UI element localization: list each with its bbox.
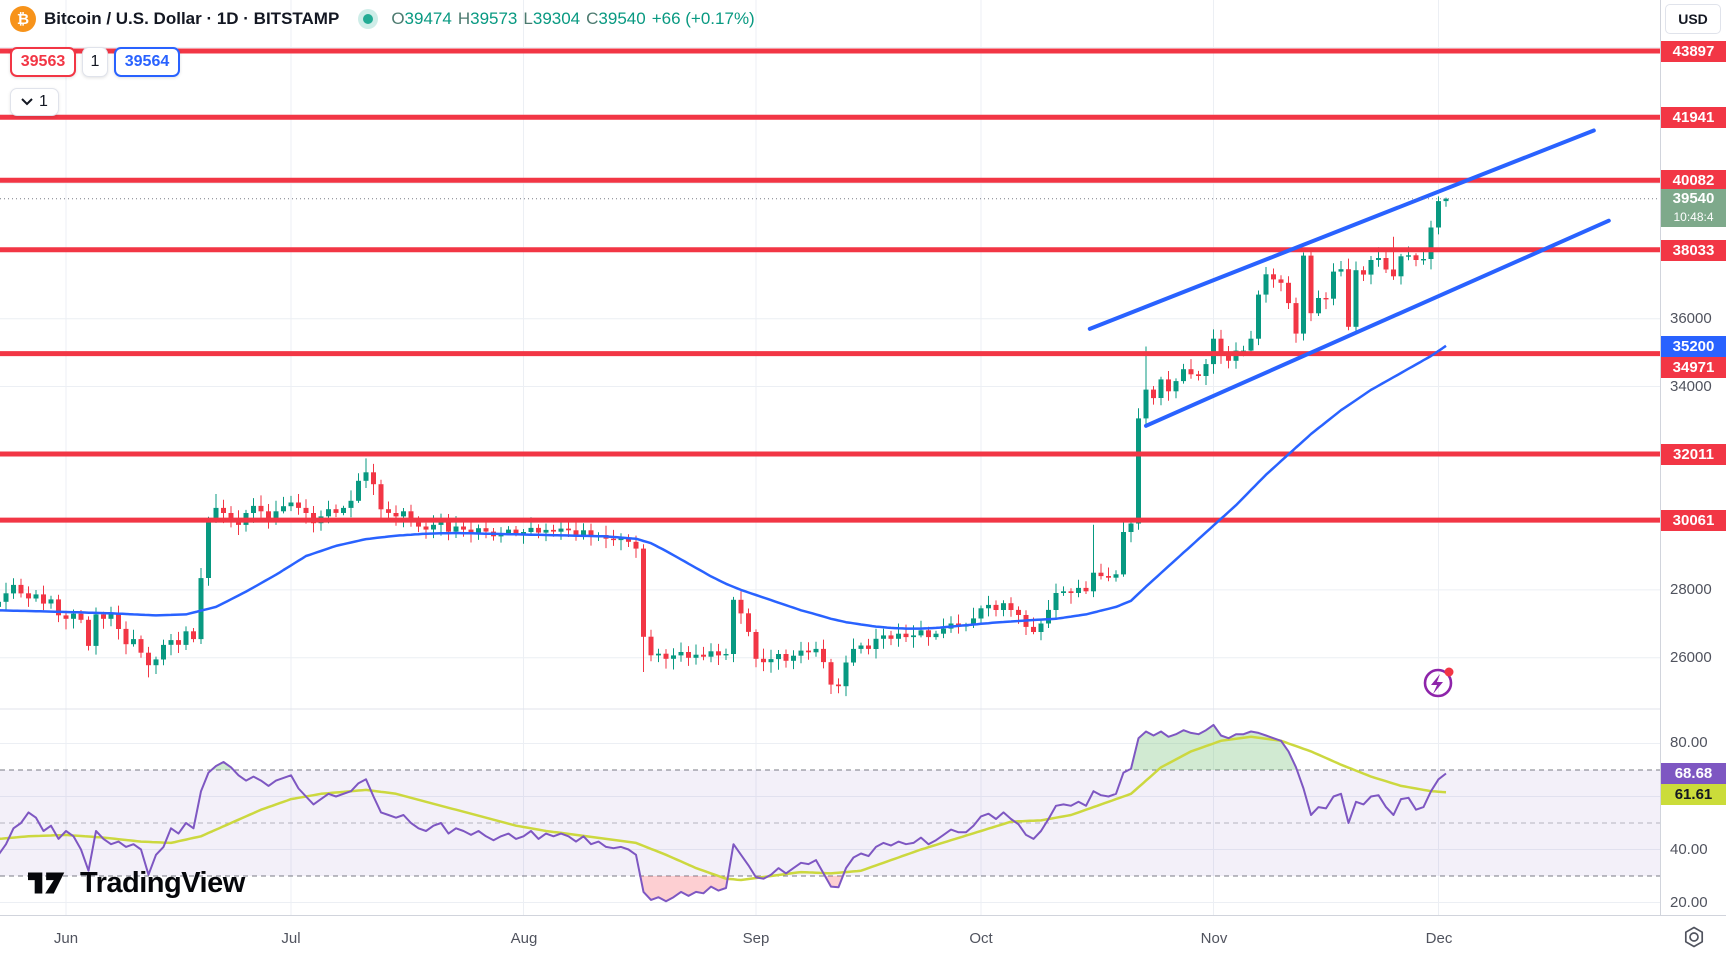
tradingview-watermark: TradingView	[28, 866, 245, 900]
currency-button[interactable]: USD	[1665, 4, 1721, 34]
close-label: C	[586, 9, 599, 28]
lightning-badge-icon[interactable]	[1419, 662, 1459, 702]
tradingview-logo-icon	[28, 872, 65, 894]
interval-value: 1	[39, 93, 48, 110]
axis-settings-button[interactable]	[1680, 923, 1708, 951]
gear-icon	[1684, 926, 1704, 948]
sell-button[interactable]: 39563	[10, 47, 76, 77]
order-panel: 39563 1 39564	[10, 47, 180, 77]
high-label: H	[457, 9, 471, 28]
bitcoin-icon: ₿	[10, 6, 36, 32]
symbol-title[interactable]: Bitcoin / U.S. Dollar · 1D · BITSTAMP	[44, 9, 340, 28]
symbol-header: ₿ Bitcoin / U.S. Dollar · 1D · BITSTAMP …	[10, 6, 755, 32]
open-label: O	[391, 9, 405, 28]
interval-selector[interactable]: 1	[10, 88, 59, 116]
change-value: +66 (+0.17%)	[651, 9, 755, 28]
market-status-icon[interactable]	[363, 14, 374, 24]
chevron-down-icon	[21, 98, 33, 106]
ohlc-readout: O39474 H39573 L39304 C39540 +66 (+0.17%)	[391, 9, 754, 29]
time-axis[interactable]	[0, 915, 1726, 958]
low-label: L	[523, 9, 533, 28]
watermark-text: TradingView	[80, 866, 245, 899]
low-value: 39304	[532, 9, 581, 28]
high-value: 39573	[470, 9, 518, 28]
buy-button[interactable]: 39564	[114, 47, 180, 77]
open-value: 39474	[404, 9, 452, 28]
close-value: 39540	[598, 9, 646, 28]
spread-value: 1	[82, 47, 108, 77]
price-axis[interactable]	[1660, 0, 1726, 958]
